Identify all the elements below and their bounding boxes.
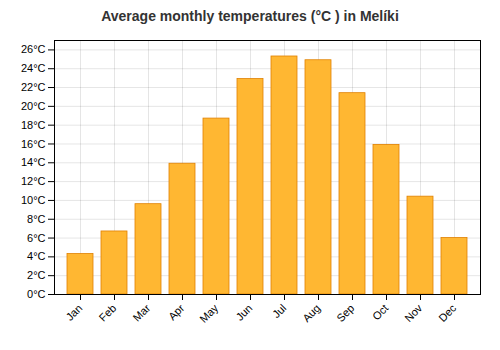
svg-text:Jun: Jun	[233, 302, 254, 323]
svg-text:Jan: Jan	[63, 302, 84, 323]
svg-text:10°C: 10°C	[21, 194, 46, 206]
svg-text:8°C: 8°C	[27, 213, 46, 225]
svg-text:14°C: 14°C	[21, 156, 46, 168]
svg-text:26°C: 26°C	[21, 43, 46, 55]
svg-text:24°C: 24°C	[21, 62, 46, 74]
svg-text:2°C: 2°C	[27, 269, 46, 281]
svg-text:12°C: 12°C	[21, 175, 46, 187]
svg-text:18°C: 18°C	[21, 119, 46, 131]
svg-text:20°C: 20°C	[21, 100, 46, 112]
svg-text:6°C: 6°C	[27, 232, 46, 244]
svg-text:Dec: Dec	[436, 301, 459, 324]
svg-text:Mar: Mar	[131, 302, 153, 324]
svg-text:Feb: Feb	[97, 302, 119, 324]
html-text:Average monthly temperatures (: Average monthly temperatures (°C ) in Me…	[101, 8, 399, 24]
svg-text:16°C: 16°C	[21, 138, 46, 150]
svg-text:Jul: Jul	[270, 302, 288, 320]
svg-text:Apr: Apr	[166, 302, 187, 323]
svg-text:May: May	[197, 301, 221, 325]
svg-text:Aug: Aug	[300, 302, 322, 324]
svg-text:Oct: Oct	[370, 302, 391, 323]
svg-text:Nov: Nov	[402, 301, 425, 324]
svg-text:0°C: 0°C	[27, 288, 46, 300]
svg-text:4°C: 4°C	[27, 250, 46, 262]
svg-text:22°C: 22°C	[21, 81, 46, 93]
svg-text:Sep: Sep	[334, 302, 356, 324]
